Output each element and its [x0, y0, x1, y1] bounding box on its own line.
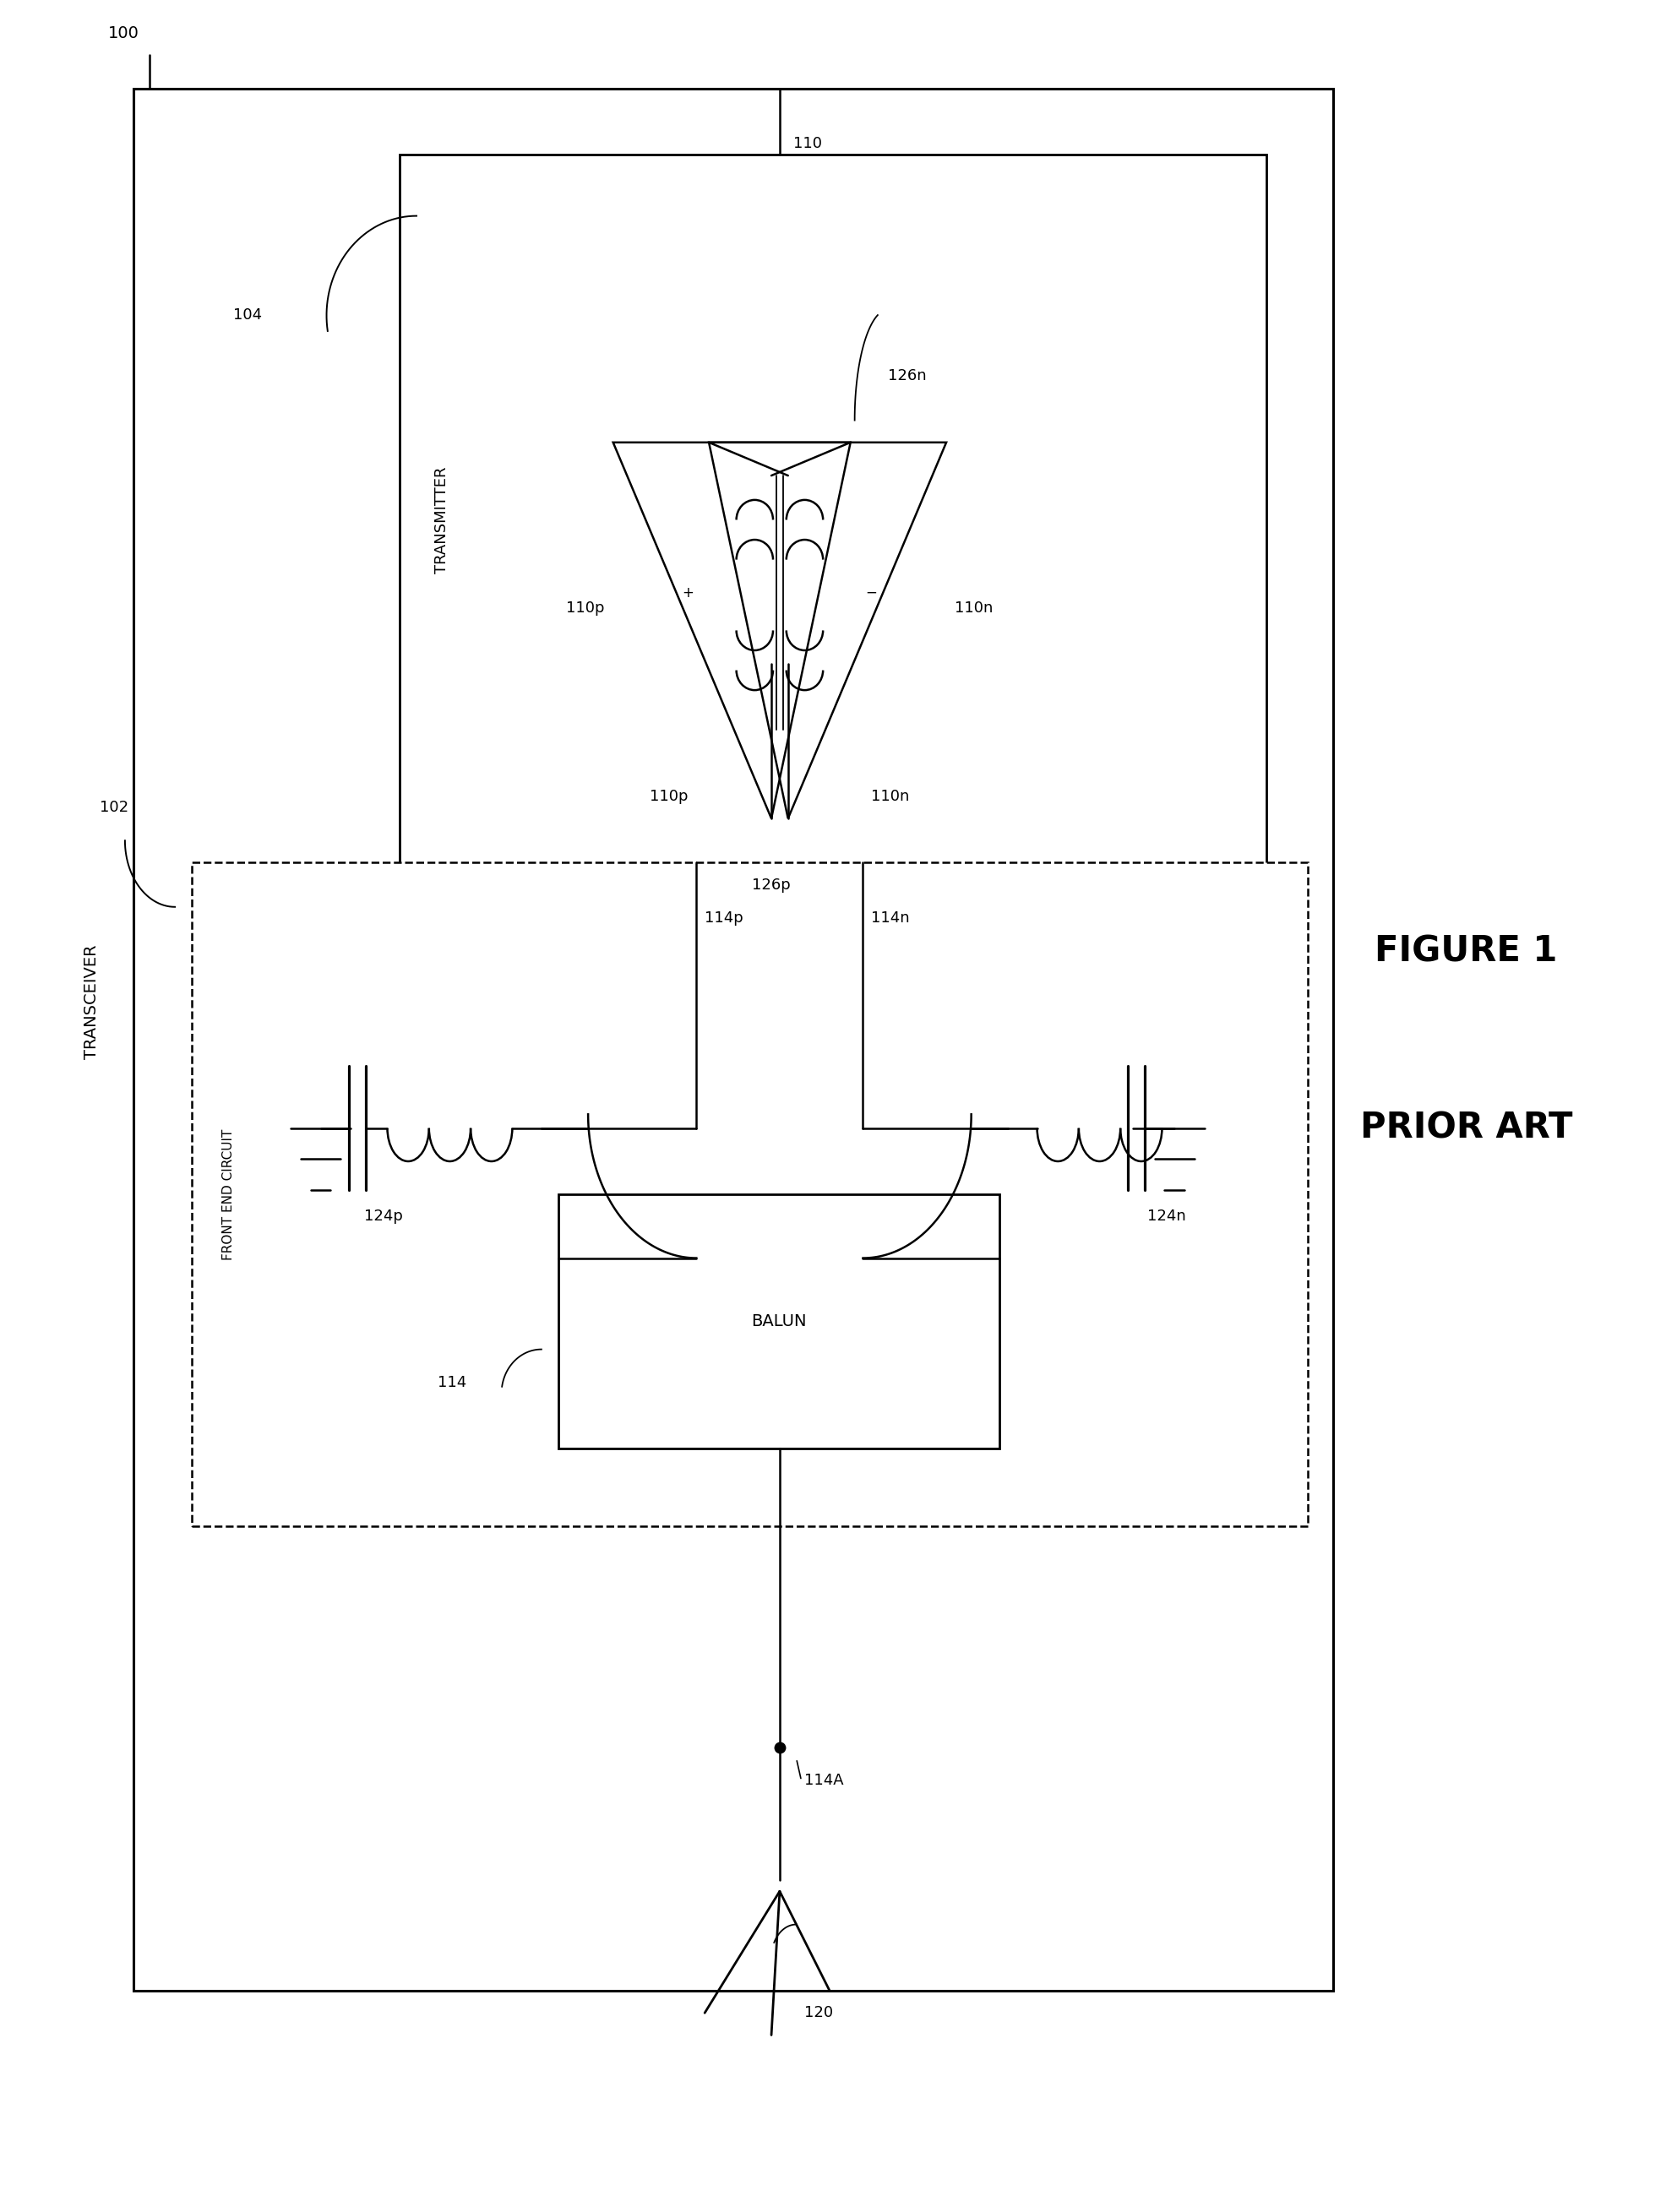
Bar — [192, 863, 1308, 1526]
Text: 110p: 110p — [566, 602, 605, 615]
Text: 124p: 124p — [363, 1210, 403, 1223]
Text: TRANSCEIVER: TRANSCEIVER — [83, 945, 100, 1060]
Text: +: + — [681, 586, 695, 599]
Text: 126n: 126n — [888, 369, 926, 383]
Bar — [133, 88, 1333, 1991]
Text: 104: 104 — [233, 307, 262, 323]
Text: FRONT END CIRCUIT: FRONT END CIRCUIT — [222, 1128, 235, 1261]
Bar — [400, 155, 1266, 885]
Text: FIGURE 1: FIGURE 1 — [1374, 933, 1558, 969]
Text: 100: 100 — [108, 24, 140, 42]
Text: 120: 120 — [805, 2006, 833, 2020]
Text: 102: 102 — [100, 801, 128, 814]
Text: −: − — [865, 586, 878, 599]
Text: TRANSMITTER: TRANSMITTER — [433, 467, 450, 573]
Text: 110p: 110p — [650, 790, 688, 803]
Text: 114n: 114n — [871, 911, 910, 925]
Text: 114: 114 — [438, 1376, 466, 1389]
Text: 114p: 114p — [705, 911, 743, 925]
Text: BALUN: BALUN — [751, 1314, 806, 1329]
Text: PRIOR ART: PRIOR ART — [1359, 1110, 1573, 1146]
Text: 114A: 114A — [805, 1774, 845, 1787]
Text: 124n: 124n — [1146, 1210, 1186, 1223]
Bar — [558, 1194, 1000, 1449]
Text: 110n: 110n — [955, 602, 993, 615]
Text: 110: 110 — [793, 137, 821, 150]
Text: 110n: 110n — [871, 790, 910, 803]
Text: 126p: 126p — [751, 878, 791, 891]
